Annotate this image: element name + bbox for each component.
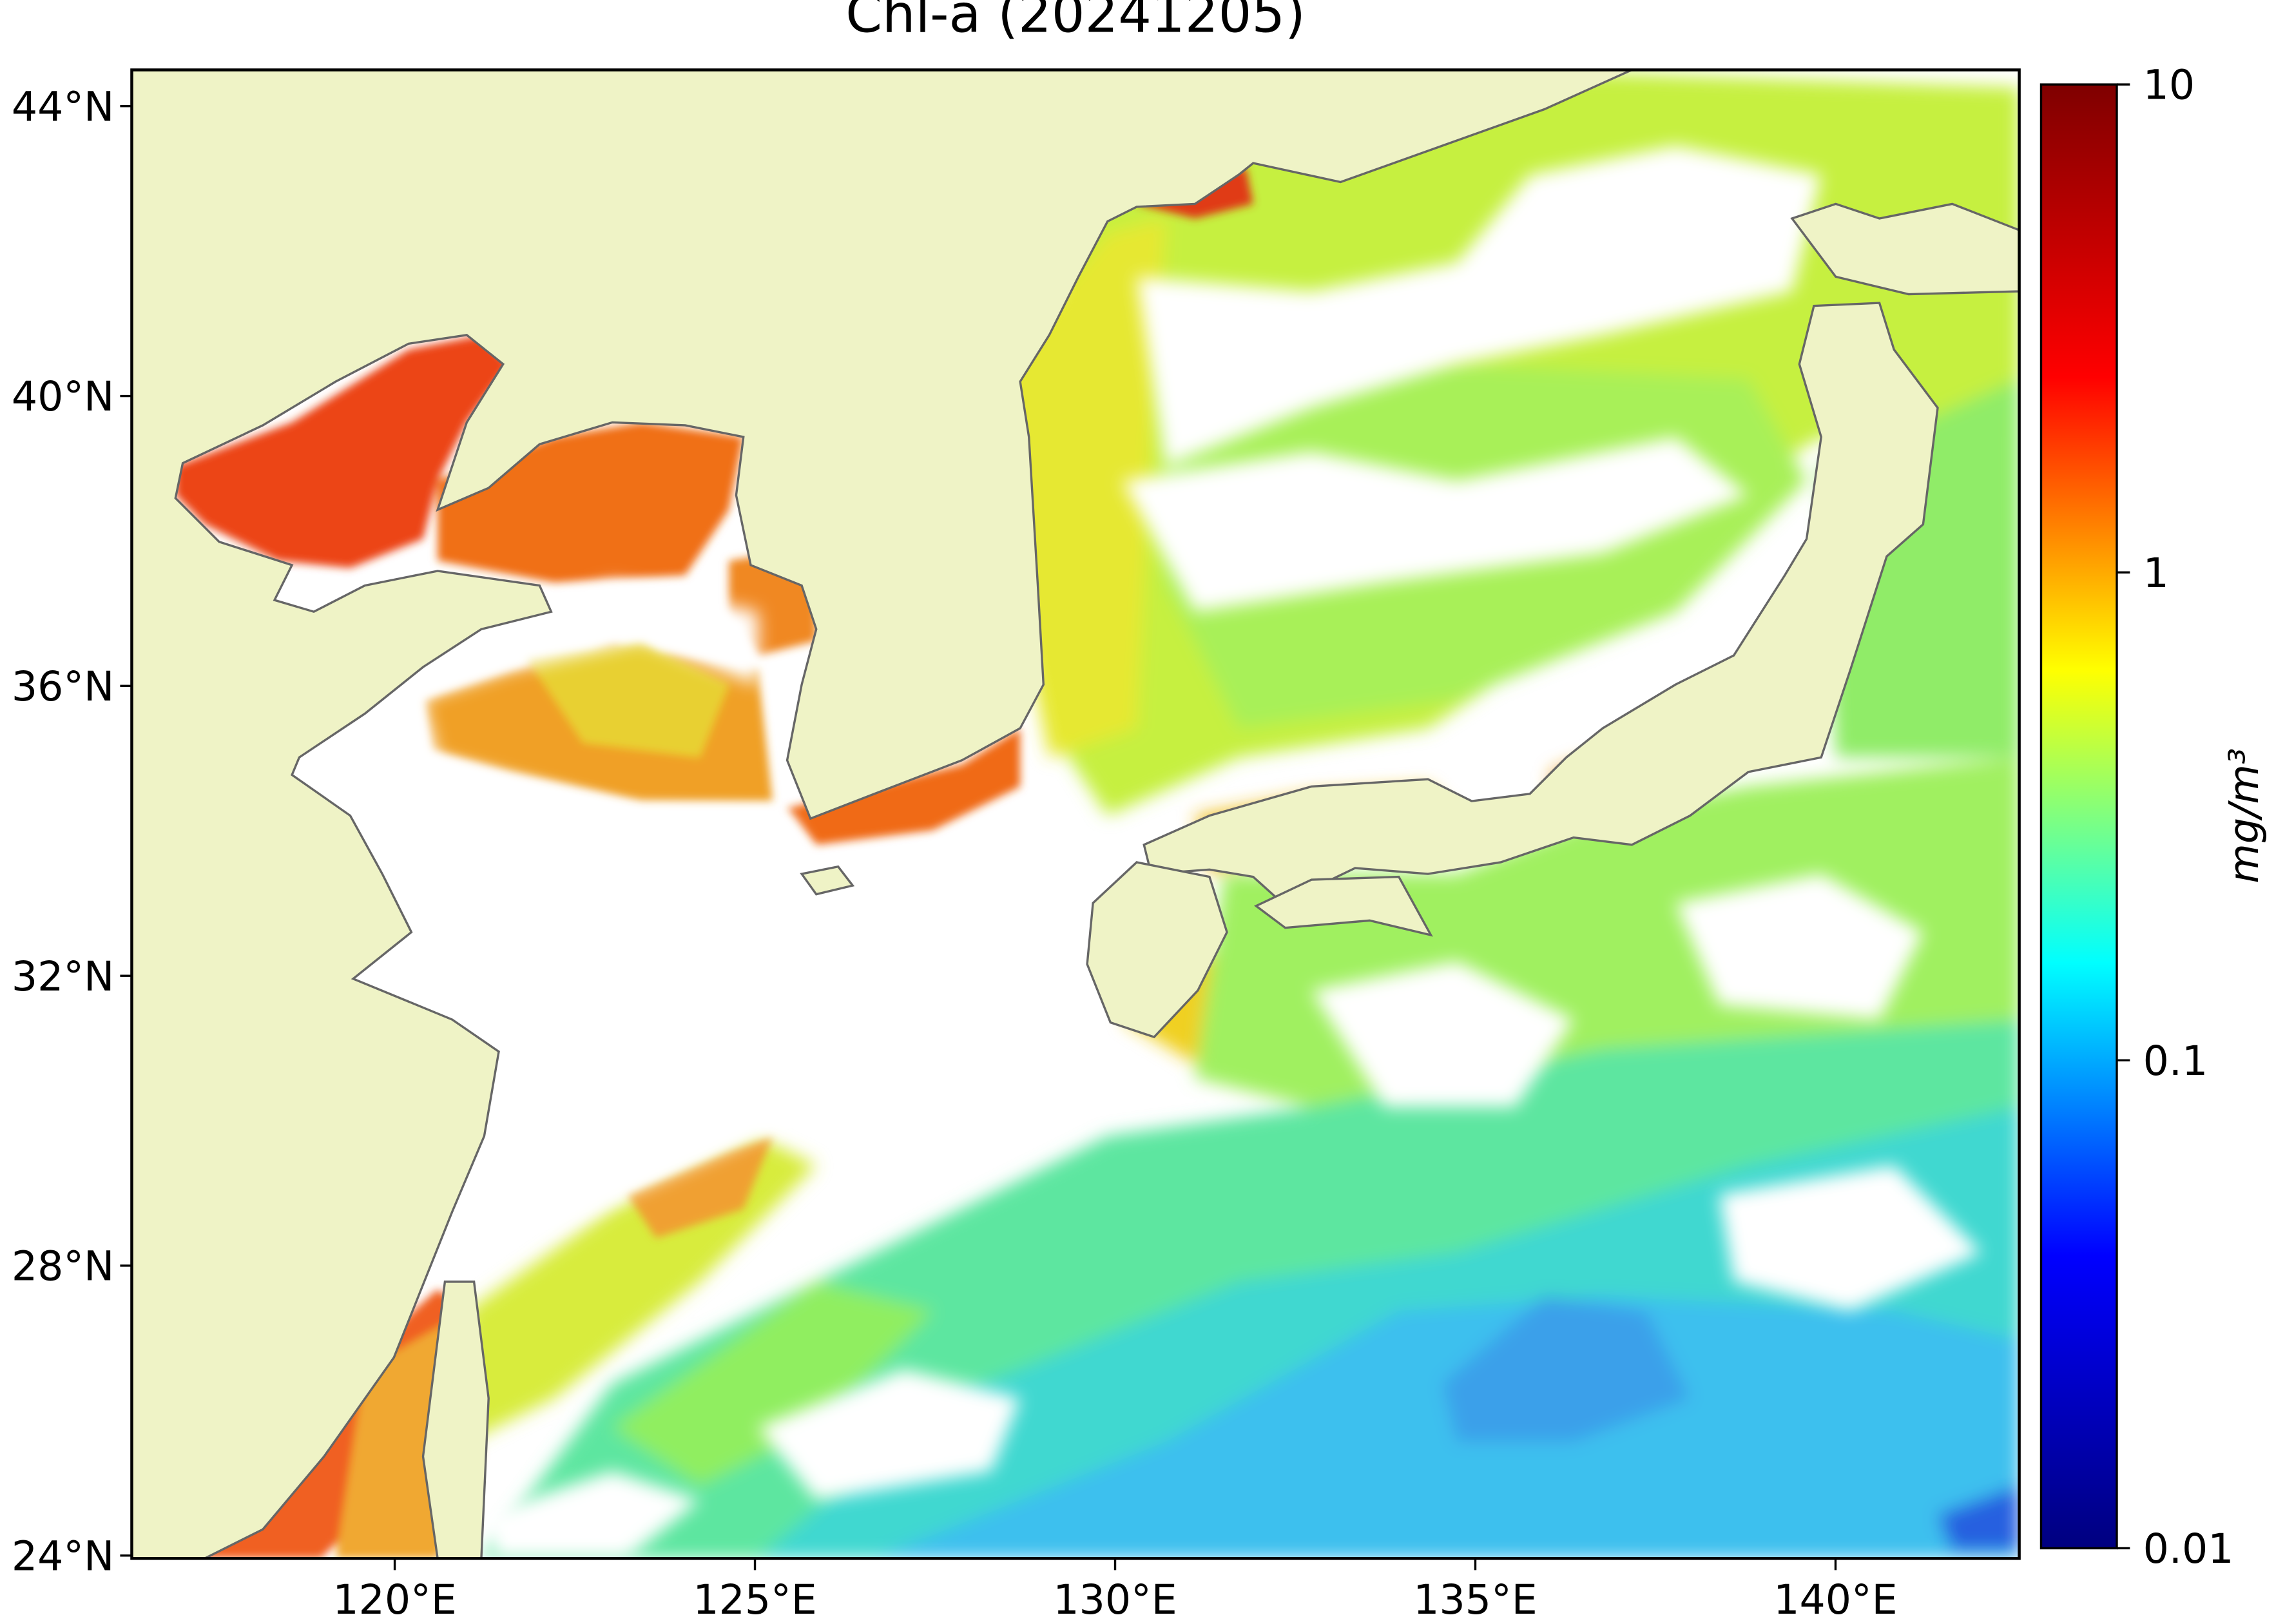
x-tick-label: 125°E <box>693 1576 816 1623</box>
map-title: Chl-a (20241205) <box>845 0 1306 45</box>
map-frame <box>130 68 2021 1560</box>
y-tick-label: 40°N <box>12 372 114 420</box>
cloud-gaps <box>292 146 1981 1559</box>
colorbar-label: mg/m³ <box>2220 748 2268 884</box>
x-tick-label: 120°E <box>333 1576 456 1623</box>
colorbar-tick-label: 0.01 <box>2143 1525 2234 1572</box>
x-tick-label: 135°E <box>1413 1576 1537 1623</box>
map-area <box>131 70 2020 1559</box>
y-tick-label: 32°N <box>12 952 114 1000</box>
x-tick-label: 130°E <box>1053 1576 1177 1623</box>
land <box>131 70 2020 1559</box>
colorbar-tick-label: 1 <box>2143 549 2169 597</box>
x-tick-label: 140°E <box>1773 1576 1897 1623</box>
y-tick-label: 44°N <box>12 82 114 130</box>
y-tick-label: 36°N <box>12 662 114 710</box>
y-tick-label: 28°N <box>12 1242 114 1290</box>
colorbar-tick-label: 10 <box>2143 61 2195 109</box>
colorbar-tick-label: 0.1 <box>2143 1037 2208 1085</box>
y-tick-label: 24°N <box>12 1532 114 1580</box>
colorbar <box>2039 83 2118 1550</box>
